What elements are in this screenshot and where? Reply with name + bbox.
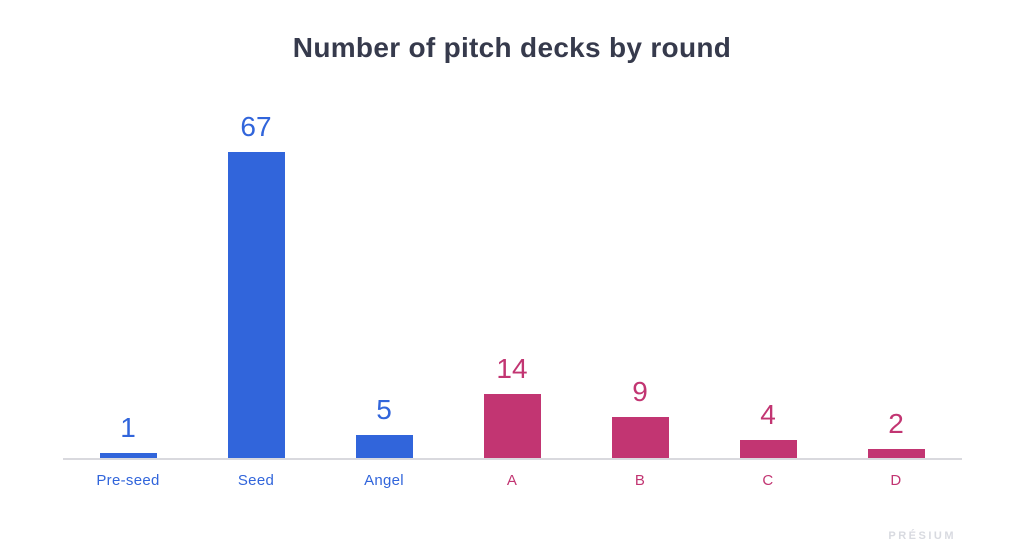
bar-category-label: D (890, 472, 902, 489)
bar-value-label: 5 (376, 394, 392, 425)
bar-column: 5 Angel (320, 0, 448, 489)
bar-category-label: A (506, 472, 518, 489)
bar (867, 449, 925, 458)
bar (99, 453, 157, 458)
bar-column: 14 A (448, 0, 576, 489)
bar-columns: 1 Pre-seed 67 Seed 5 Angel 14 A 9 B 4 C 2 D (64, 0, 960, 490)
chart-title: Number of pitch decks by round (292, 32, 732, 63)
bar (739, 440, 797, 458)
bar-value-label: 9 (632, 376, 648, 407)
bar-value-label: 14 (496, 353, 528, 384)
bar-category-label: C (762, 472, 774, 489)
bar (227, 152, 285, 458)
bar-value-label: 4 (760, 399, 776, 430)
bar-value-label: 67 (240, 111, 272, 142)
bar (611, 417, 669, 458)
plot-area: 1 Pre-seed 67 Seed 5 Angel 14 A 9 B 4 C 2 D (64, 0, 960, 490)
bar-category-label: Seed (237, 472, 275, 489)
bar (483, 394, 541, 458)
bar-category-label: B (634, 472, 646, 489)
bar-column: 67 Seed (192, 0, 320, 489)
presium-watermark: PRÉSIUM (888, 530, 956, 542)
bar-value-label: 2 (888, 408, 904, 439)
bar-category-label: Pre-seed (96, 472, 160, 489)
bar-category-label: Angel (364, 472, 404, 489)
bar-value-label: 1 (120, 412, 136, 443)
bar (355, 435, 413, 458)
bar-column: 1 Pre-seed (64, 0, 192, 490)
x-axis-line (63, 458, 962, 460)
